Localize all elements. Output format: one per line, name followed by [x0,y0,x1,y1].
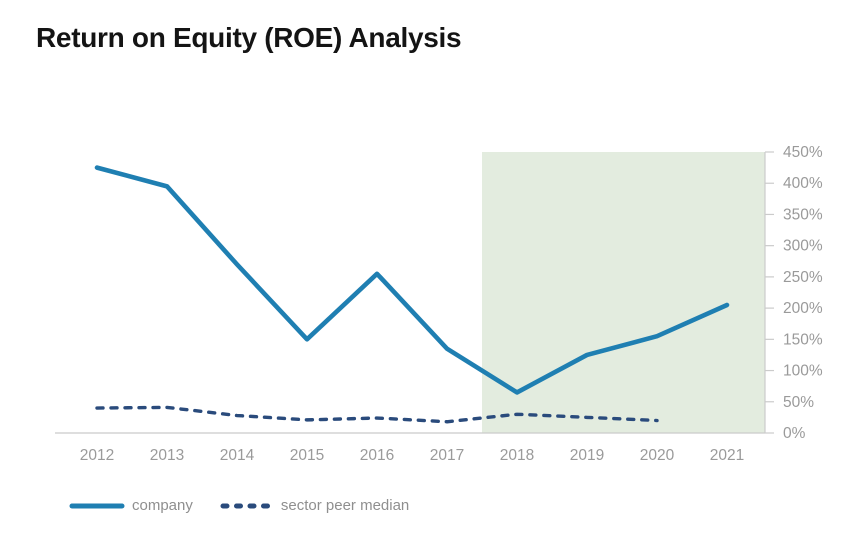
y-tick-label: 200% [783,300,823,317]
sector-peer-median-dash-swatch-icon [220,503,275,508]
y-tick-label: 0% [783,425,806,442]
legend-label-company: company [132,497,193,514]
y-tick-label: 150% [783,331,823,348]
x-tick-label: 2016 [360,447,394,464]
y-tick-label: 450% [783,144,823,161]
x-tick-label: 2017 [430,447,464,464]
x-tick-label: 2019 [570,447,604,464]
series-line-company [94,165,730,395]
x-tick-label: 2021 [710,447,744,464]
y-tick-label: 400% [783,175,823,192]
x-tick-label: 2015 [290,447,324,464]
roe-line-chart: 0% 50% 100% 150% 200% 250% 300% 350% 400% 450% 201… [55,144,823,464]
y-tick-label: 50% [783,394,814,411]
x-tick-label: 2018 [500,447,534,464]
legend-label-sector-peer-median: sector peer median [280,497,410,514]
company-line-swatch-icon [69,503,125,508]
y-tick-label: 250% [783,269,823,286]
legend-item-sector-peer-median: sector peer median [217,497,409,514]
legend-item-company: company [68,497,193,514]
x-tick-label: 2020 [640,447,675,464]
x-tick-label: 2014 [220,447,255,464]
y-tick-label: 350% [783,206,823,223]
chart-legend: company sector peer median [68,497,409,514]
series-line-sector-peer-median [95,405,659,424]
x-tick-label: 2013 [150,447,184,464]
x-tick-label: 2012 [80,447,114,464]
y-tick-label: 300% [783,238,823,255]
chart-title: Return on Equity (ROE) Analysis [36,22,462,53]
y-tick-label: 100% [783,363,823,380]
